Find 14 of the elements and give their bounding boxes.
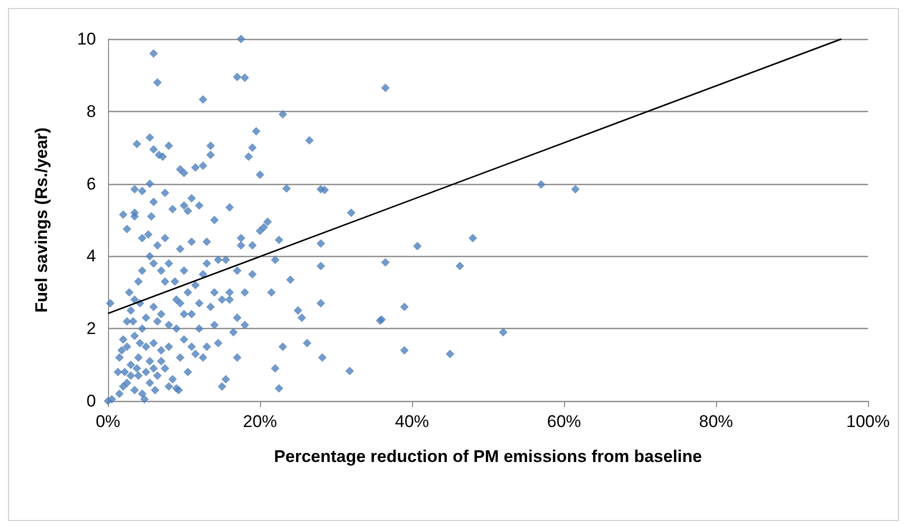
y-tick-label: 10 [77,30,96,48]
x-tick-label: 100% [846,412,890,431]
y-tick-label: 4 [86,246,96,266]
x-axis-title: Percentage reduction of PM emissions from baseline [274,447,702,466]
y-tick-label: 2 [86,319,96,338]
y-tick-label: 8 [86,102,96,121]
x-tick-label: 0% [96,412,120,431]
y-axis-title: Fuel savings (Rs./year) [32,127,51,313]
x-tick-label: 20% [242,412,278,431]
x-tick-label: 60% [546,412,582,431]
x-tick-label: 40% [394,412,430,431]
y-tick-label: 0 [86,392,96,410]
y-tick-label: 6 [86,174,96,194]
x-tick-label: 80% [698,412,734,431]
